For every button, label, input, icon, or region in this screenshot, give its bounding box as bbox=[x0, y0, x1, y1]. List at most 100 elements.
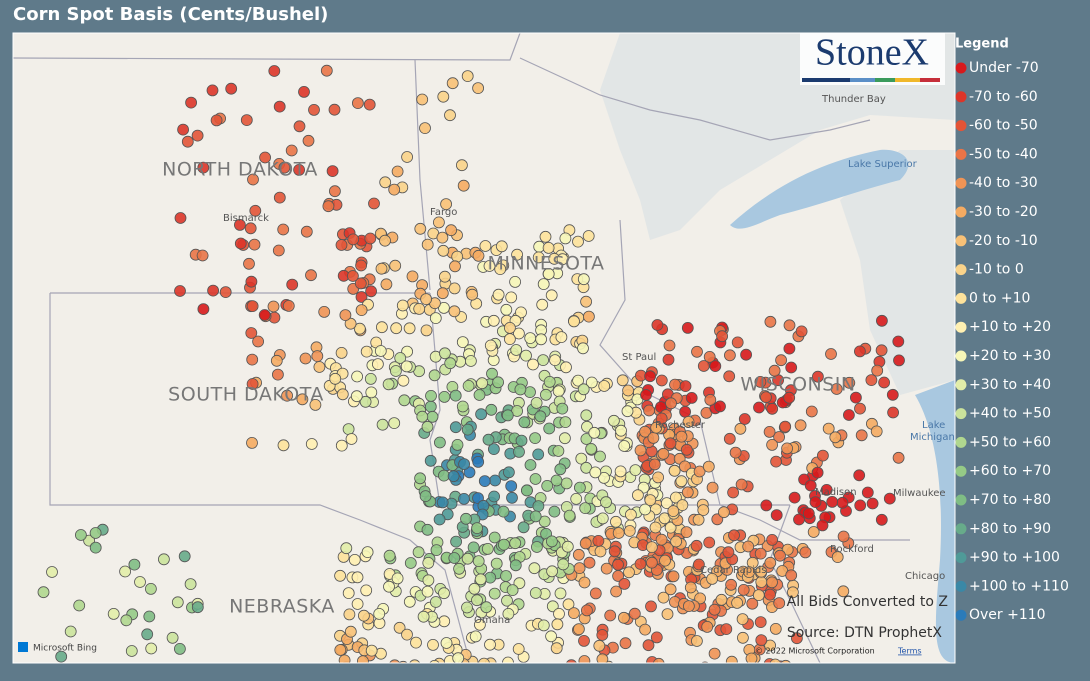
location-dot bbox=[657, 447, 670, 460]
location-dot bbox=[277, 439, 290, 452]
location-dot bbox=[484, 638, 496, 651]
location-dot bbox=[545, 630, 557, 643]
location-dot bbox=[577, 273, 590, 286]
location-dot bbox=[473, 618, 486, 631]
legend-label[interactable]: -20 to -10 bbox=[969, 233, 1038, 249]
legend-label[interactable]: +60 to +70 bbox=[969, 463, 1051, 479]
location-dot bbox=[645, 600, 657, 613]
location-dot bbox=[524, 459, 537, 471]
location-dot bbox=[811, 466, 824, 479]
legend-swatch bbox=[955, 465, 967, 477]
location-dot bbox=[313, 361, 326, 373]
location-dot bbox=[475, 408, 488, 421]
location-dot bbox=[457, 179, 470, 192]
location-dot bbox=[368, 197, 380, 210]
location-dot bbox=[724, 349, 736, 362]
legend-label[interactable]: -70 to -60 bbox=[969, 89, 1038, 105]
legend-label[interactable]: -30 to -20 bbox=[969, 204, 1038, 220]
location-dot bbox=[893, 354, 905, 367]
location-dot bbox=[658, 512, 671, 525]
location-dot bbox=[600, 496, 612, 509]
legend-label[interactable]: Under -70 bbox=[969, 60, 1039, 76]
location-dot bbox=[621, 405, 634, 418]
copyright: © 2022 Microsoft Corporation bbox=[755, 647, 875, 656]
location-dot bbox=[892, 451, 905, 464]
location-dot bbox=[655, 533, 668, 546]
location-dot bbox=[207, 284, 220, 297]
location-dot bbox=[807, 526, 820, 538]
legend: Under -70 -70 to -60 -60 to -50 -50 to -40 -… bbox=[955, 60, 1069, 623]
location-dot bbox=[540, 388, 552, 401]
legend-label[interactable]: +20 to +30 bbox=[969, 348, 1051, 364]
legend-label[interactable]: Over +110 bbox=[969, 607, 1046, 623]
legend-label[interactable]: +70 to +80 bbox=[969, 492, 1051, 508]
location-dot bbox=[461, 552, 474, 565]
location-dot bbox=[509, 275, 521, 288]
location-dot bbox=[691, 345, 703, 358]
location-dot bbox=[388, 417, 401, 430]
legend-label[interactable]: 0 to +10 bbox=[969, 290, 1030, 306]
legend-label[interactable]: +30 to +40 bbox=[969, 377, 1051, 393]
legend-label[interactable]: +80 to +90 bbox=[969, 521, 1051, 537]
location-dot bbox=[469, 630, 482, 643]
place-label: St Paul bbox=[622, 352, 656, 363]
terms-link[interactable]: Terms bbox=[897, 647, 922, 656]
location-dot bbox=[737, 631, 749, 644]
location-dot bbox=[875, 513, 888, 526]
location-dot bbox=[268, 65, 281, 77]
location-dot bbox=[850, 391, 862, 404]
location-dot bbox=[773, 597, 786, 609]
location-dot bbox=[357, 609, 370, 622]
legend-label[interactable]: +40 to +50 bbox=[969, 406, 1051, 422]
legend-swatch bbox=[955, 436, 967, 448]
location-dot bbox=[495, 240, 508, 253]
location-dot bbox=[559, 232, 572, 245]
legend-label[interactable]: +100 to +110 bbox=[969, 578, 1069, 594]
logo-text: StoneX bbox=[815, 32, 929, 74]
location-dot bbox=[676, 499, 689, 512]
location-dot bbox=[173, 643, 186, 655]
location-dot bbox=[685, 391, 698, 404]
location-dot bbox=[191, 601, 204, 614]
lake-superior bbox=[730, 149, 909, 229]
location-dot bbox=[644, 494, 657, 507]
location-dot bbox=[483, 260, 496, 272]
location-dot bbox=[458, 492, 470, 505]
location-dot bbox=[679, 460, 691, 473]
location-dot bbox=[335, 439, 348, 452]
location-dot bbox=[766, 402, 779, 415]
legend-swatch bbox=[955, 91, 967, 103]
legend-label[interactable]: -10 to 0 bbox=[969, 262, 1024, 278]
location-dot bbox=[843, 409, 855, 421]
location-dot bbox=[594, 545, 607, 558]
location-dot bbox=[433, 657, 446, 663]
location-dot bbox=[107, 608, 120, 620]
location-dot bbox=[795, 325, 808, 338]
legend-label[interactable]: +90 to +100 bbox=[969, 550, 1060, 566]
map[interactable]: NORTH DAKOTA MINNESOTA SOUTH DAKOTA WISCONS… bbox=[13, 33, 955, 675]
legend-swatch bbox=[955, 235, 967, 247]
location-dot bbox=[412, 546, 425, 559]
location-dot bbox=[509, 559, 522, 572]
legend-label[interactable]: -40 to -30 bbox=[969, 175, 1038, 191]
location-dot bbox=[296, 393, 309, 406]
location-dot bbox=[598, 471, 610, 484]
logo-bar bbox=[802, 78, 850, 82]
location-dot bbox=[836, 496, 849, 509]
legend-label[interactable]: -60 to -50 bbox=[969, 118, 1038, 134]
legend-label[interactable]: -50 to -40 bbox=[969, 146, 1038, 162]
legend-label[interactable]: +10 to +20 bbox=[969, 319, 1051, 335]
location-dot bbox=[243, 257, 255, 270]
location-dot bbox=[421, 238, 434, 251]
location-dot bbox=[478, 475, 491, 488]
location-dot bbox=[89, 541, 102, 554]
location-dot bbox=[659, 554, 671, 567]
location-dot bbox=[697, 360, 710, 372]
location-dot bbox=[486, 367, 498, 380]
location-dot bbox=[246, 436, 258, 449]
legend-label[interactable]: +50 to +60 bbox=[969, 434, 1051, 450]
location-dot bbox=[270, 354, 283, 367]
legend-title: Legend bbox=[955, 37, 1009, 52]
location-dot bbox=[701, 661, 709, 663]
location-dot bbox=[416, 410, 429, 423]
